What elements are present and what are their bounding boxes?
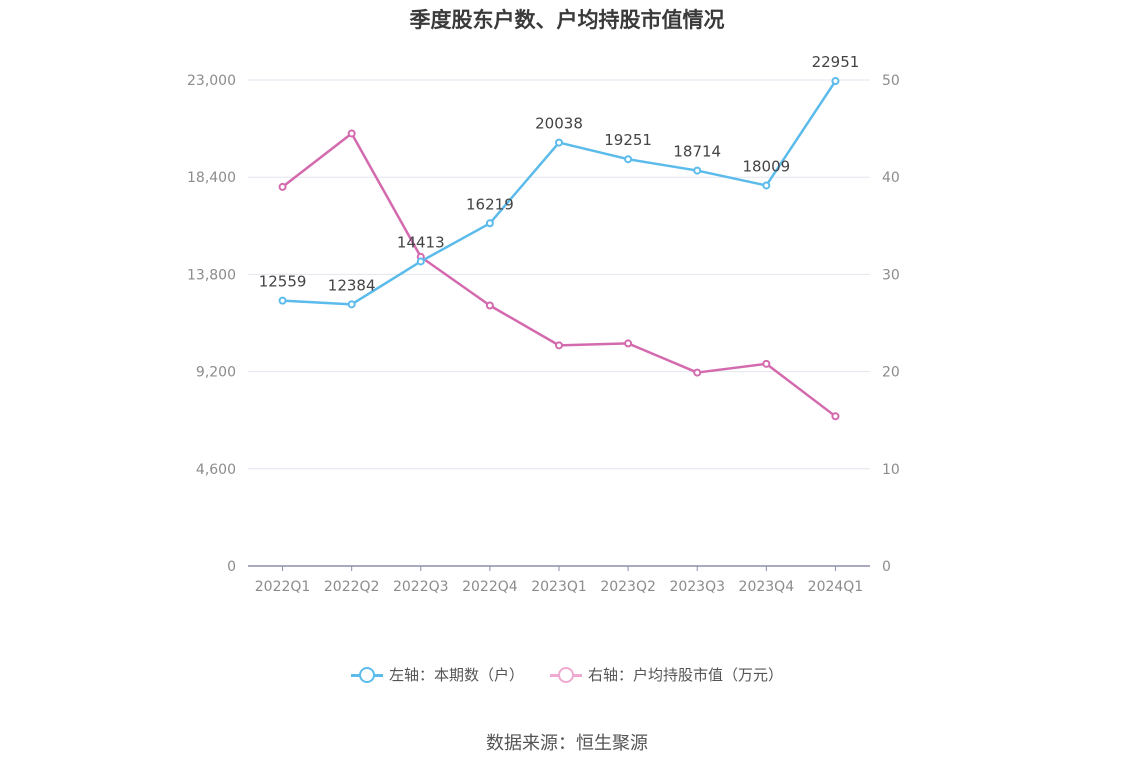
x-tick-label: 2023Q2: [600, 579, 656, 595]
households-point: [555, 138, 563, 147]
avg-holding-point: [762, 359, 771, 368]
left-tick-label: 0: [227, 559, 236, 575]
left-tick-label: 18,400: [187, 170, 236, 186]
households-point: [347, 300, 356, 309]
chart-title: 季度股东户数、户均持股市值情况: [409, 8, 725, 32]
x-axis: 2022Q1 2022Q2 2022Q3 2022Q4 2023Q1 2023Q2 2023…: [248, 565, 870, 595]
left-tick-label: 23,000: [187, 73, 236, 89]
households-data-label: 12384: [328, 276, 376, 294]
households-data-label: 12559: [259, 273, 307, 291]
x-tick-label: 2022Q2: [324, 579, 380, 595]
legend-item-avg-holding[interactable]: 右轴：户均持股市值（万元）: [550, 664, 783, 685]
avg-holding-point: [831, 412, 840, 421]
households-point: [485, 219, 494, 228]
avg-holding-point: [485, 301, 494, 310]
x-tick-label: 2022Q1: [255, 579, 311, 595]
x-tick-label: 2023Q1: [531, 579, 587, 595]
grid-lines: [248, 79, 870, 470]
x-tick-label: 2023Q3: [669, 579, 725, 595]
households-data-label: 16219: [466, 195, 514, 213]
right-tick-label: 40: [882, 170, 900, 186]
avg-holding-point: [693, 368, 702, 377]
households-point: [693, 166, 702, 175]
households-data-label: 22951: [812, 53, 860, 71]
avg-holding-point: [278, 182, 287, 191]
households-point: [416, 257, 425, 266]
x-tick-label: 2022Q3: [393, 579, 449, 595]
legend-households-label: 左轴：本期数（户）: [388, 666, 524, 684]
left-tick-label: 13,800: [187, 267, 236, 283]
avg-holding-point: [624, 339, 633, 348]
right-tick-label: 20: [882, 365, 900, 381]
households-point: [624, 155, 633, 164]
households-data-label: 20038: [535, 115, 583, 133]
right-axis-ticks: 0 10 20 30 40 50: [882, 73, 900, 575]
households-point: [278, 296, 287, 305]
avg-holding-point: [347, 129, 356, 138]
left-tick-label: 4,600: [196, 462, 236, 478]
left-axis-ticks: 0 4,600 9,200 13,800 18,400 23,000: [187, 73, 236, 575]
avg-holding-point: [555, 341, 563, 350]
right-tick-label: 50: [882, 73, 900, 89]
households-data-label: 18009: [742, 157, 790, 175]
households-point: [831, 77, 840, 86]
right-tick-label: 10: [882, 462, 900, 478]
series-layer: 12559 12384 14413 16219 20038 19251 18714 18009…: [259, 53, 860, 421]
left-tick-label: 9,200: [196, 365, 236, 381]
legend-item-households[interactable]: 左轴：本期数（户）: [350, 664, 524, 685]
households-data-label: 18714: [673, 143, 721, 161]
legend-households-icon: [350, 665, 383, 685]
legend-avg-holding-icon: [550, 665, 582, 685]
legend: 左轴：本期数（户） 右轴：户均持股市值（万元）: [0, 664, 1134, 685]
right-tick-label: 30: [882, 267, 900, 283]
x-tick-label: 2024Q1: [808, 579, 864, 595]
legend-avg-holding-label: 右轴：户均持股市值（万元）: [588, 666, 784, 684]
x-tick-label: 2023Q4: [739, 579, 795, 595]
households-point: [762, 181, 771, 190]
households-data-label: 14413: [397, 233, 445, 251]
right-tick-label: 0: [882, 559, 891, 575]
households-data-label: 19251: [604, 131, 652, 149]
data-source: 数据来源：恒生聚源: [486, 733, 648, 754]
x-tick-label: 2022Q4: [462, 579, 518, 595]
